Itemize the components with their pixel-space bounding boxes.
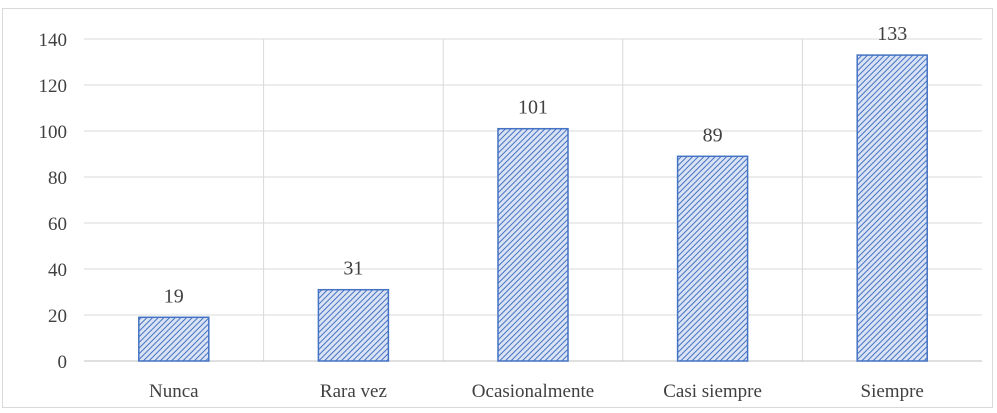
- x-category-label: Ocasionalmente: [472, 381, 594, 402]
- y-tick-label: 60: [48, 214, 67, 235]
- bars: [138, 54, 928, 362]
- y-tick-label: 0: [58, 352, 68, 373]
- gridlines: [84, 38, 982, 361]
- y-tick-label: 100: [39, 122, 68, 143]
- y-tick-label: 80: [48, 168, 67, 189]
- x-category-label: Siempre: [861, 381, 924, 402]
- y-tick-label: 20: [48, 306, 67, 327]
- data-label: 101: [518, 97, 548, 119]
- y-tick-label: 120: [39, 76, 68, 97]
- x-category-label: Nunca: [149, 381, 199, 402]
- data-label: 31: [343, 258, 363, 280]
- x-category-label: Casi siempre: [663, 381, 762, 402]
- x-category-label: Rara vez: [320, 381, 387, 402]
- bar-ocasionalmente: [497, 127, 569, 362]
- bar-siempre: [856, 54, 928, 362]
- bar-nunca: [138, 316, 210, 362]
- y-tick-label: 140: [39, 30, 68, 51]
- data-label: 89: [703, 124, 723, 146]
- bar-casi-siempre: [676, 155, 749, 362]
- bar-rara-vez: [317, 288, 390, 362]
- chart-frame: [2, 8, 993, 408]
- y-tick-label: 40: [48, 260, 67, 281]
- labels: 0 20 40 60 80 100 120 140 19 Nunca 31 Rara vez 101 Oc…: [39, 23, 924, 402]
- data-label: 133: [877, 23, 907, 45]
- data-label: 19: [164, 285, 184, 307]
